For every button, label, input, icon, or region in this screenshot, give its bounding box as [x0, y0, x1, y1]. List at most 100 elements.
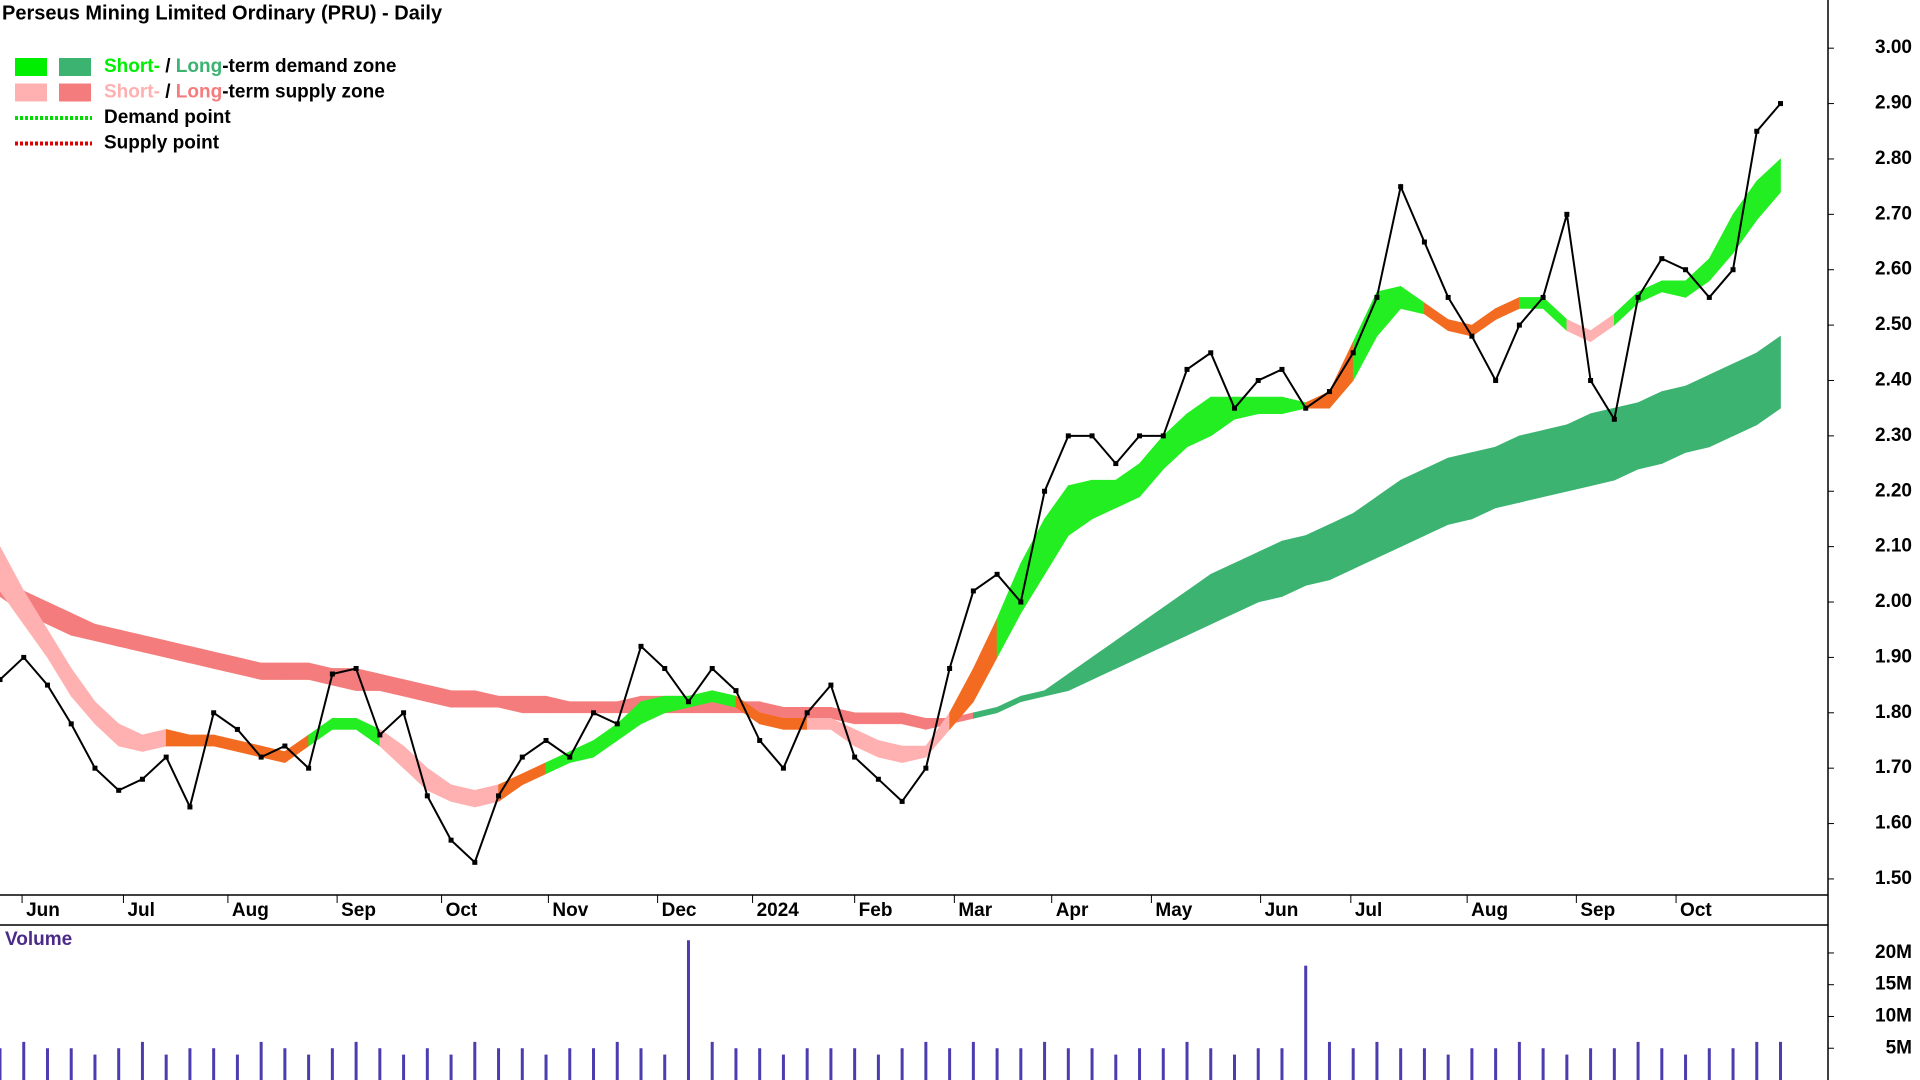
price-marker: [947, 665, 953, 671]
price-marker: [116, 787, 122, 793]
volume-bar: [1494, 1048, 1498, 1080]
zone-segment: [427, 684, 452, 708]
price-marker: [1089, 433, 1095, 439]
price-marker: [519, 754, 525, 760]
volume-bar: [1399, 1048, 1403, 1080]
volume-bar: [1138, 1048, 1142, 1080]
volume-bar: [1541, 1048, 1545, 1080]
price-marker: [875, 776, 881, 782]
volume-bar: [900, 1048, 904, 1080]
volume-bar: [283, 1048, 287, 1080]
zone-segment: [70, 612, 96, 642]
zone-segment: [1566, 319, 1591, 343]
volume-bar: [520, 1048, 524, 1080]
price-marker: [1730, 267, 1736, 273]
volume-bar: [1470, 1048, 1474, 1080]
zone-segment: [1281, 535, 1307, 597]
volume-bar: [307, 1054, 311, 1080]
legend-label: Demand point: [104, 107, 231, 128]
zone-segment: [1329, 341, 1354, 409]
zone-segment: [593, 701, 618, 714]
price-marker: [1611, 416, 1617, 422]
price-marker: [472, 859, 478, 865]
zone-segment: [1732, 352, 1758, 437]
volume-bar: [686, 940, 690, 1080]
zone-segment: [1708, 363, 1734, 448]
x-tick-label: Aug: [1471, 900, 1508, 921]
y-tick-label: 2.50: [1875, 314, 1912, 335]
zone-segment: [1495, 296, 1520, 321]
volume-bar: [1684, 1054, 1688, 1080]
zone-segment: [1424, 457, 1449, 537]
zone-segment: [1257, 540, 1283, 603]
y-tick-label: 10M: [1875, 1005, 1912, 1026]
x-tick-label: Jul: [127, 900, 154, 921]
price-marker: [0, 677, 3, 683]
zone-segment: [450, 784, 476, 808]
zone-segment: [118, 723, 143, 752]
volume-bar: [473, 1041, 477, 1080]
zone-segment: [260, 662, 286, 680]
zone-segment: [1091, 640, 1117, 681]
zone-segment: [474, 690, 499, 708]
x-tick-label: Aug: [232, 900, 269, 921]
x-tick-label: Jun: [26, 900, 60, 921]
zone-segment: [0, 546, 25, 626]
zone-segment: [521, 762, 547, 786]
volume-bar: [378, 1048, 382, 1080]
y-tick-label: 2.10: [1875, 536, 1912, 557]
zone-segment: [1447, 319, 1473, 337]
legend-swatch: [15, 83, 47, 102]
zone-segment: [1542, 296, 1568, 332]
zone-segment: [1257, 396, 1283, 415]
zone-segment: [1352, 496, 1378, 570]
price-marker: [1683, 267, 1689, 273]
price-marker: [1469, 333, 1475, 339]
volume-bar: [876, 1054, 880, 1080]
volume-bar: [710, 1041, 714, 1080]
price-marker: [1564, 211, 1570, 217]
price-marker: [1350, 350, 1356, 356]
price-marker: [1303, 405, 1309, 411]
price-marker: [424, 793, 430, 799]
zone-segment: [332, 718, 357, 730]
volume-bar: [235, 1054, 239, 1080]
x-tick-label: Jul: [1355, 900, 1382, 921]
zone-segment: [854, 712, 879, 725]
price-marker: [1137, 433, 1143, 439]
zone-segment: [47, 601, 72, 636]
volume-bar: [663, 1054, 667, 1080]
zone-segment: [1685, 374, 1710, 453]
zone-segment: [1210, 396, 1235, 437]
zone-segment: [1162, 590, 1188, 647]
price-marker: [923, 765, 929, 771]
zone-segment: [1020, 690, 1045, 703]
zone-segment: [1210, 562, 1235, 625]
price-marker: [899, 798, 905, 804]
zone-segment: [973, 618, 998, 702]
volume-bar: [924, 1041, 928, 1080]
legend-text: -term demand zone: [222, 56, 396, 77]
price-marker: [234, 726, 240, 732]
zone-segment: [498, 695, 523, 714]
volume-bar: [1731, 1048, 1735, 1080]
volume-bar: [1422, 1048, 1426, 1080]
price-marker: [329, 671, 335, 677]
zone-segment: [1614, 402, 1639, 481]
volume-bar: [22, 1041, 26, 1080]
price-line: [0, 102, 1782, 865]
zone-segment: [1162, 413, 1188, 470]
price-marker: [496, 793, 502, 799]
price-marker: [1421, 239, 1427, 245]
zone-segment: [1068, 479, 1093, 537]
zone-segment: [142, 729, 167, 752]
y-tick-label: 2.30: [1875, 425, 1912, 446]
y-tick-label: 1.70: [1875, 757, 1912, 778]
volume-bar: [1779, 1041, 1783, 1080]
y-tick-label: 1.90: [1875, 646, 1912, 667]
zone-segment: [47, 628, 72, 698]
volume-bar: [1209, 1048, 1213, 1080]
volume-bar: [212, 1048, 216, 1080]
volume-bar: [402, 1054, 406, 1080]
